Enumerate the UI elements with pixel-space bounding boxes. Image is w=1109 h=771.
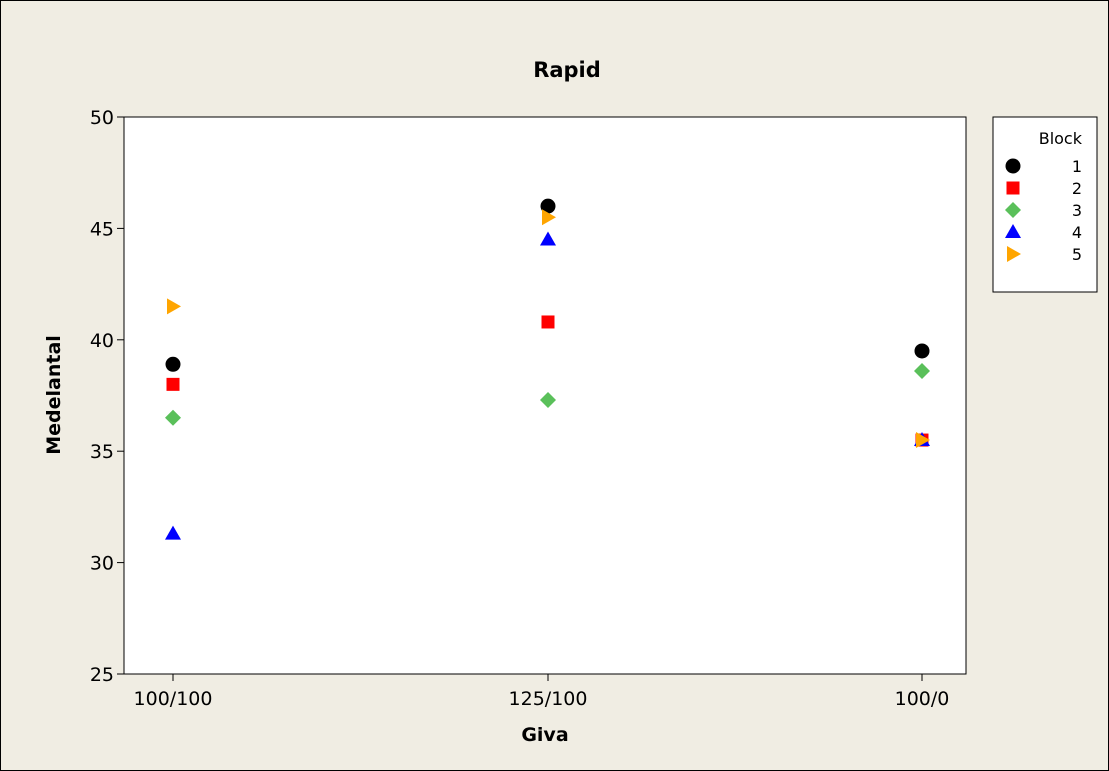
y-axis: 25 30 35 40 45 50	[90, 107, 124, 686]
data-point-block-3-125/100	[540, 391, 556, 408]
y-tick-label: 40	[90, 330, 114, 352]
legend-marker-1	[1005, 158, 1021, 174]
data-point-block-1-125/100	[540, 198, 556, 214]
data-point-block-4-100/100	[165, 525, 181, 540]
legend-label-4: 4	[1072, 223, 1082, 242]
x-axis-label: Giva	[521, 724, 568, 746]
legend-title: Block	[1039, 129, 1083, 148]
legend-label-3: 3	[1072, 201, 1082, 220]
data-point-block-1-100/0	[914, 343, 930, 359]
legend-marker-2	[1006, 181, 1020, 195]
x-tick-label: 125/100	[509, 688, 588, 710]
legend-box	[992, 116, 1098, 293]
data-point-block-3-100/0	[914, 362, 930, 379]
legend-label-5: 5	[1072, 245, 1082, 264]
legend-label-2: 2	[1072, 179, 1082, 198]
y-tick-label: 35	[90, 441, 114, 463]
data-point-block-1-100/100	[165, 356, 181, 372]
legend-marker-3	[1005, 202, 1021, 218]
data-points	[165, 198, 930, 540]
data-point-block-3-100/100	[165, 409, 181, 426]
data-point-block-5-100/100	[167, 298, 181, 315]
data-point-block-4-125/100	[540, 231, 556, 246]
x-tick-label: 100/0	[895, 688, 950, 710]
y-tick-label: 50	[90, 107, 114, 129]
data-point-block-2-100/100	[166, 377, 180, 391]
legend-marker-5	[1007, 246, 1021, 262]
y-tick-label: 30	[90, 553, 114, 575]
y-tick-label: 45	[90, 218, 114, 240]
chart-title: Rapid	[533, 58, 601, 82]
legend-marker-4	[1005, 224, 1021, 238]
legend: Block 1 2 3 4 5	[992, 116, 1098, 293]
x-axis: 100/100 125/100 100/0	[134, 674, 950, 710]
x-tick-label: 100/100	[134, 688, 213, 710]
data-point-block-2-125/100	[541, 315, 555, 329]
legend-label-1: 1	[1072, 157, 1082, 176]
y-axis-label: Medelantal	[43, 335, 65, 455]
data-point-block-5-100/0	[916, 432, 930, 449]
data-point-block-5-125/100	[542, 209, 556, 226]
y-tick-label: 25	[90, 664, 114, 686]
